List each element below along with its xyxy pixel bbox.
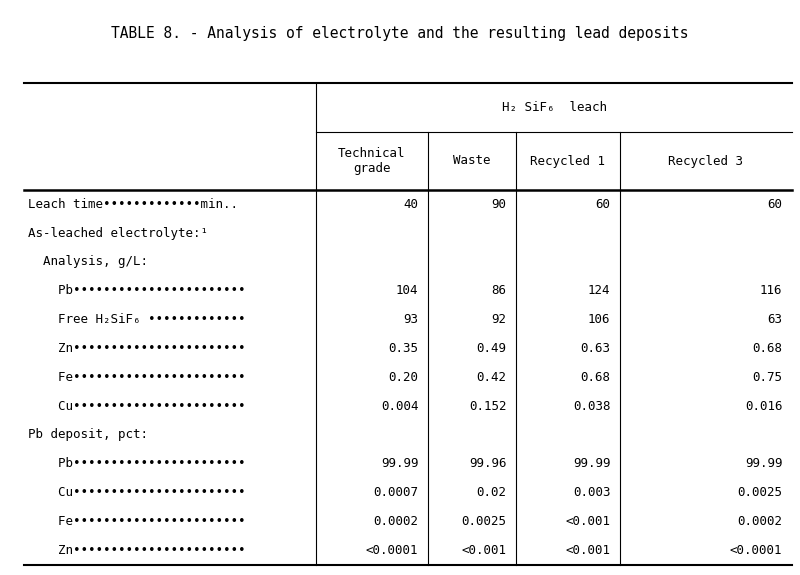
Text: 92: 92 <box>491 313 506 326</box>
Text: 0.038: 0.038 <box>573 400 610 412</box>
Text: Fe•••••••••••••••••••••••: Fe••••••••••••••••••••••• <box>28 371 246 384</box>
Text: <0.001: <0.001 <box>566 515 610 528</box>
Text: Technical
grade: Technical grade <box>338 147 406 175</box>
Text: 99.99: 99.99 <box>745 457 782 470</box>
Text: Cu•••••••••••••••••••••••: Cu••••••••••••••••••••••• <box>28 400 246 412</box>
Text: 60: 60 <box>767 198 782 210</box>
Text: 93: 93 <box>403 313 418 326</box>
Text: 40: 40 <box>403 198 418 210</box>
Text: 0.68: 0.68 <box>581 371 610 384</box>
Text: H₂ SiF₆  leach: H₂ SiF₆ leach <box>502 101 606 114</box>
Text: 60: 60 <box>595 198 610 210</box>
Text: 0.35: 0.35 <box>389 342 418 355</box>
Text: 0.152: 0.152 <box>469 400 506 412</box>
Text: 0.0007: 0.0007 <box>374 486 418 499</box>
Text: 106: 106 <box>588 313 610 326</box>
Text: As-leached electrolyte:¹: As-leached electrolyte:¹ <box>28 227 208 240</box>
Text: 90: 90 <box>491 198 506 210</box>
Text: Free H₂SiF₆ •••••••••••••: Free H₂SiF₆ ••••••••••••• <box>28 313 246 326</box>
Text: Recycled 3: Recycled 3 <box>669 155 743 167</box>
Text: 0.68: 0.68 <box>752 342 782 355</box>
Text: Analysis, g/L:: Analysis, g/L: <box>28 255 148 269</box>
Text: Cu•••••••••••••••••••••••: Cu••••••••••••••••••••••• <box>28 486 246 499</box>
Text: 0.49: 0.49 <box>477 342 506 355</box>
Text: <0.0001: <0.0001 <box>366 544 418 557</box>
Text: 0.42: 0.42 <box>477 371 506 384</box>
Text: Zn•••••••••••••••••••••••: Zn••••••••••••••••••••••• <box>28 342 246 355</box>
Text: 104: 104 <box>396 284 418 297</box>
Text: 0.02: 0.02 <box>477 486 506 499</box>
Text: 99.96: 99.96 <box>469 457 506 470</box>
Text: 124: 124 <box>588 284 610 297</box>
Text: Fe•••••••••••••••••••••••: Fe••••••••••••••••••••••• <box>28 515 246 528</box>
Text: 0.20: 0.20 <box>389 371 418 384</box>
Text: <0.0001: <0.0001 <box>730 544 782 557</box>
Text: 116: 116 <box>760 284 782 297</box>
Text: 0.0002: 0.0002 <box>374 515 418 528</box>
Text: Pb•••••••••••••••••••••••: Pb••••••••••••••••••••••• <box>28 457 246 470</box>
Text: Waste: Waste <box>454 155 490 167</box>
Text: 0.75: 0.75 <box>752 371 782 384</box>
Text: Zn•••••••••••••••••••••••: Zn••••••••••••••••••••••• <box>28 544 246 557</box>
Text: 0.0025: 0.0025 <box>738 486 782 499</box>
Text: 0.0002: 0.0002 <box>738 515 782 528</box>
Text: 99.99: 99.99 <box>573 457 610 470</box>
Text: 0.63: 0.63 <box>581 342 610 355</box>
Text: 0.016: 0.016 <box>745 400 782 412</box>
Text: 99.99: 99.99 <box>381 457 418 470</box>
Text: 63: 63 <box>767 313 782 326</box>
Text: Recycled 1: Recycled 1 <box>530 155 606 167</box>
Text: Pb•••••••••••••••••••••••: Pb••••••••••••••••••••••• <box>28 284 246 297</box>
Text: TABLE 8. - Analysis of electrolyte and the resulting lead deposits: TABLE 8. - Analysis of electrolyte and t… <box>111 26 689 41</box>
Text: 0.0025: 0.0025 <box>462 515 506 528</box>
Text: <0.001: <0.001 <box>462 544 506 557</box>
Text: Pb deposit, pct:: Pb deposit, pct: <box>28 428 148 442</box>
Text: 86: 86 <box>491 284 506 297</box>
Text: Leach time•••••••••••••min..: Leach time•••••••••••••min.. <box>28 198 238 210</box>
Text: 0.003: 0.003 <box>573 486 610 499</box>
Text: <0.001: <0.001 <box>566 544 610 557</box>
Text: 0.004: 0.004 <box>381 400 418 412</box>
